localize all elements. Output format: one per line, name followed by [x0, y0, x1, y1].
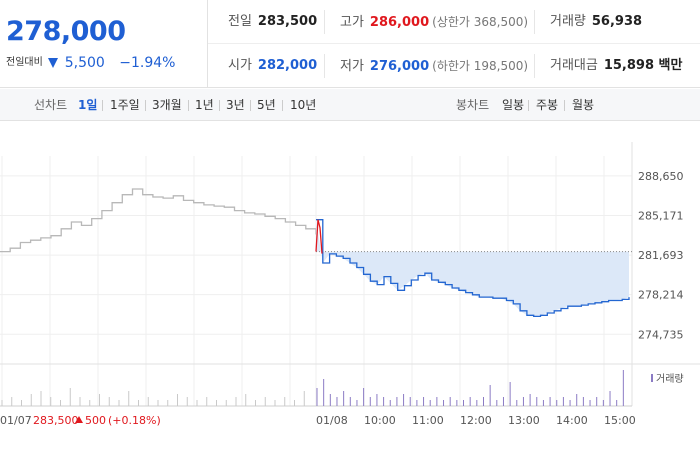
bottom-change-value: 500 — [85, 414, 106, 427]
y-tick-label: 285,171 — [638, 210, 684, 223]
price-change: 전일대비 5,500 −1.94% — [6, 53, 175, 71]
candle-daily-tab[interactable]: 일봉 — [502, 98, 525, 112]
period-1d-tab[interactable]: 1일 — [78, 98, 98, 112]
x-tick-label: 11:00 — [412, 414, 444, 427]
stats-row-1: 전일 283,500 고가 286,000 (상한가 368,500) 거래량 56,9… — [208, 0, 700, 44]
period-1y-tab[interactable]: 1년 — [195, 98, 214, 112]
candle-chart-label: 봉차트 — [456, 98, 490, 112]
period-5y-tab[interactable]: 5년 — [257, 98, 276, 112]
down-triangle-icon — [48, 58, 59, 68]
chart-toolbar: 선차트 1일 1주일 3개월 1년 3년 5년 10년 봉차트 일봉 주봉 월봉 — [0, 89, 700, 121]
volume-legend-swatch — [651, 374, 653, 382]
toolbar-divider — [219, 100, 220, 111]
stat-trade-value: 거래대금 15,898 백만 — [550, 58, 683, 73]
stat-divider — [324, 10, 325, 34]
toolbar-divider — [528, 100, 529, 111]
x-tick-label: 10:00 — [364, 414, 396, 427]
stat-divider — [534, 10, 535, 34]
change-label: 전일대비 — [6, 57, 43, 68]
x-tick-label: 15:00 — [604, 414, 636, 427]
up-triangle-icon — [75, 416, 83, 423]
toolbar-divider — [250, 100, 251, 111]
period-10y-tab[interactable]: 10년 — [290, 98, 317, 112]
x-tick-label: 13:00 — [508, 414, 540, 427]
bottom-close-value: 283,500 — [33, 414, 79, 427]
series-line-prev-day — [0, 188, 317, 253]
toolbar-divider — [564, 100, 565, 111]
period-3m-tab[interactable]: 3개월 — [152, 98, 182, 112]
toolbar-divider — [282, 100, 283, 111]
price-chart: 288,650 285,171 281,693 278,214 274,735 거래량 01… — [0, 142, 700, 427]
stat-prev-close: 전일 283,500 — [228, 14, 318, 29]
stat-volume: 거래량 56,938 — [550, 14, 643, 29]
candle-monthly-tab[interactable]: 월봉 — [572, 98, 595, 112]
series-line-today — [316, 219, 630, 318]
y-tick-label: 288,650 — [638, 170, 684, 183]
bottom-change-percent: (+0.18%) — [108, 414, 161, 427]
change-value: 5,500 — [64, 55, 105, 71]
quote-stats: 전일 283,500 고가 286,000 (상한가 368,500) 거래량 56,9… — [208, 0, 700, 88]
x-tick-label: 01/07 — [0, 414, 32, 427]
stat-divider — [534, 54, 535, 78]
change-percent: −1.94% — [119, 55, 176, 71]
period-3y-tab[interactable]: 3년 — [226, 98, 245, 112]
line-chart-label: 선차트 — [34, 98, 68, 112]
period-1w-tab[interactable]: 1주일 — [110, 98, 140, 112]
y-tick-label: 278,214 — [638, 289, 684, 302]
series-line-above-close — [315, 219, 323, 254]
volume-legend-label: 거래량 — [656, 373, 684, 385]
stat-low: 저가 276,000 (하한가 198,500) — [340, 59, 529, 74]
toolbar-divider — [188, 100, 189, 111]
stat-open: 시가 282,000 — [228, 58, 318, 73]
x-tick-label: 01/08 — [316, 414, 348, 427]
y-tick-label: 274,735 — [638, 328, 684, 341]
stats-row-2: 시가 282,000 저가 276,000 (하한가 198,500) 거래대금 15,… — [208, 44, 700, 88]
price-panel: 278,000 전일대비 5,500 −1.94% — [0, 0, 208, 88]
below-prev-close-area — [316, 219, 629, 317]
toolbar-divider — [145, 100, 146, 111]
stat-high: 고가 286,000 (상한가 368,500) — [340, 15, 529, 30]
quote-header: 278,000 전일대비 5,500 −1.94% 전일 283,500 고가 28… — [0, 0, 700, 88]
candle-weekly-tab[interactable]: 주봉 — [536, 98, 559, 112]
x-tick-label: 12:00 — [460, 414, 492, 427]
stat-divider — [324, 54, 325, 78]
x-tick-label: 14:00 — [556, 414, 588, 427]
current-price: 278,000 — [6, 16, 126, 47]
toolbar-divider — [102, 100, 103, 111]
y-tick-label: 281,693 — [638, 249, 684, 262]
